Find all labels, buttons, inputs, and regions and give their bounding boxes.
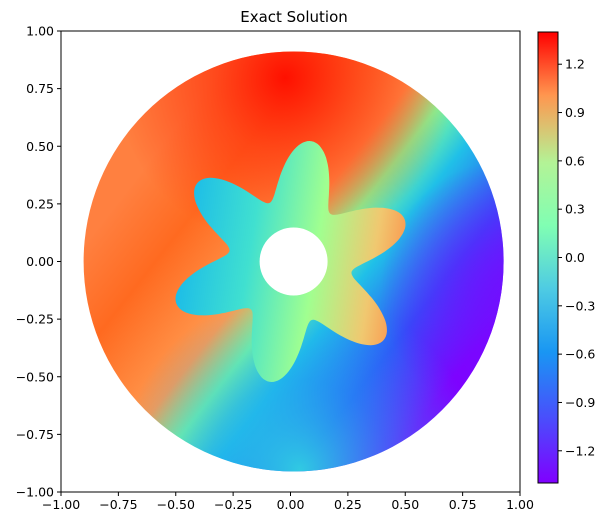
x-tick-label: −0.75 [99,497,137,512]
colorbar-tick-label: −0.3 [565,298,595,313]
y-tick-label: 0.75 [26,81,54,96]
solution-field [83,51,504,472]
colorbar-tick-label: 0.0 [565,250,585,265]
x-tick-label: 0.00 [277,497,305,512]
x-tick-label: 0.50 [391,497,419,512]
x-tick-label: 0.75 [449,497,477,512]
colorbar-tick-label: 1.2 [565,57,585,72]
colorbar-tick-label: −0.6 [565,347,595,362]
colorbar [537,31,559,484]
y-tick-label: 1.00 [26,24,54,39]
x-tick-label: −0.50 [157,497,195,512]
y-tick-label: −1.00 [16,485,54,500]
y-tick-label: −0.75 [16,427,54,442]
y-tick-label: 0.50 [26,139,54,154]
x-tick-label: 0.25 [334,497,362,512]
colorbar-ticks: 1.2 0.9 0.6 0.3 0.0 −0.3 −0.6 −0.9 −1.2 [558,57,595,458]
colorbar-tick-label: 0.3 [565,202,585,217]
y-tick-label: −0.50 [16,369,54,384]
x-tick-label: −0.25 [214,497,252,512]
colorbar-tick-label: 0.9 [565,105,585,120]
y-tick-label: 0.25 [26,196,54,211]
y-axis-ticks: 1.00 0.75 0.50 0.25 0.00 −0.25 −0.50 −0.75 −1.00 [16,24,61,500]
center-hole [259,227,328,296]
x-tick-label: 1.00 [506,497,534,512]
y-tick-label: −0.25 [16,312,54,327]
colorbar-tick-label: 0.6 [565,153,585,168]
x-tick-label: −1.00 [42,497,80,512]
y-tick-label: 0.00 [26,254,54,269]
colorbar-tick-label: −0.9 [565,395,595,410]
chart-title: Exact Solution [240,8,348,26]
x-axis-ticks: −1.00 −0.75 −0.50 −0.25 0.00 0.25 0.50 0.75 1.00 [42,492,534,512]
colorbar-tick-label: −1.2 [565,443,595,458]
